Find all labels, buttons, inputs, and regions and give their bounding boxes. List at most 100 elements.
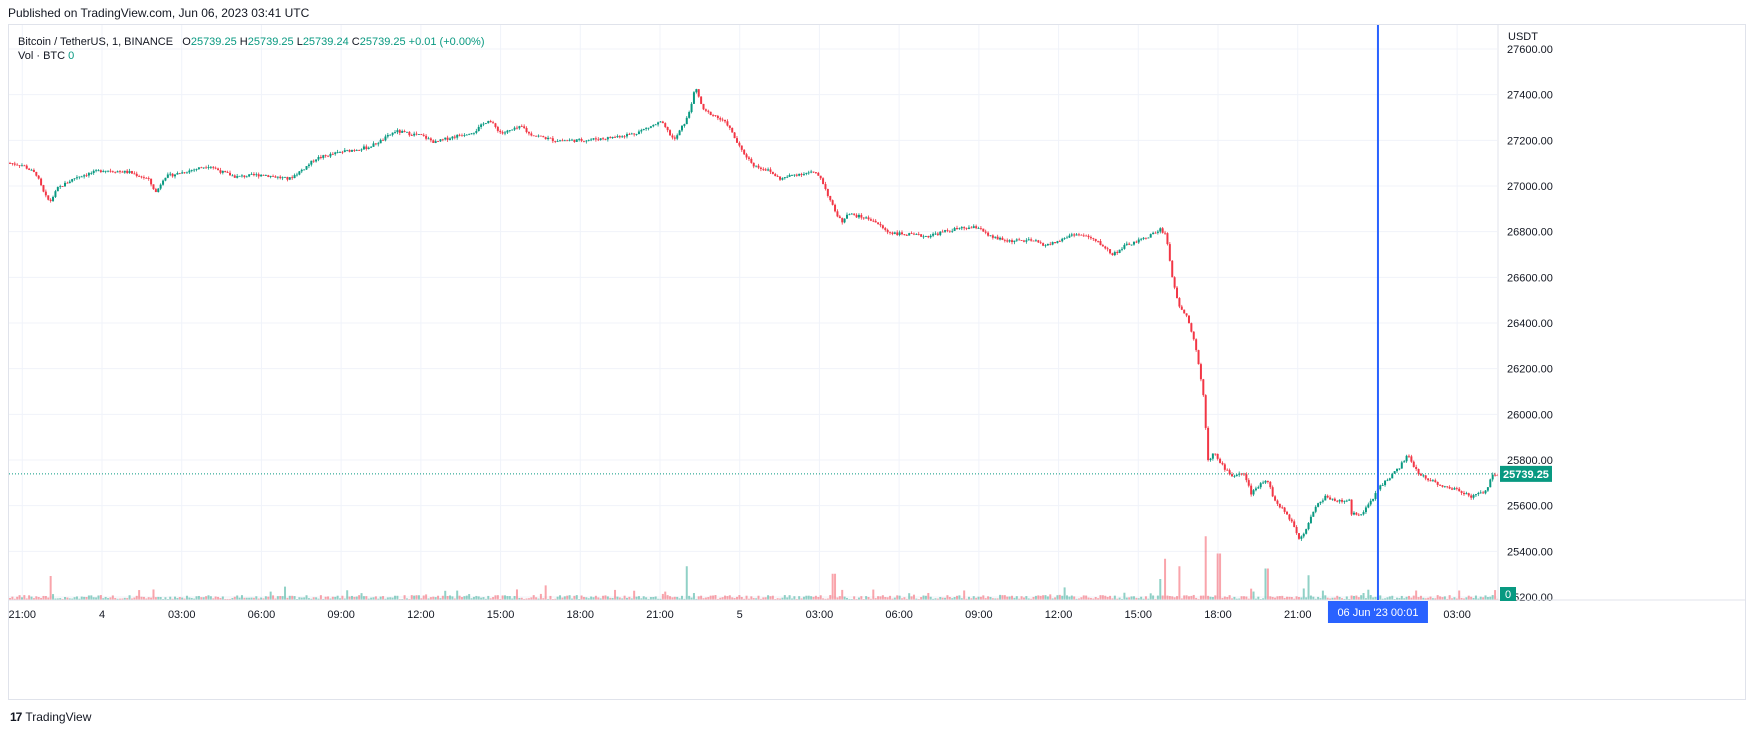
- volume-bar: [963, 590, 966, 600]
- volume-bar: [747, 598, 750, 600]
- chart-frame[interactable]: [8, 24, 1746, 700]
- candle-body: [920, 234, 923, 237]
- volume-bar: [1431, 598, 1434, 600]
- candle-body: [1221, 462, 1224, 465]
- y-tick-label: 26000.00: [1507, 409, 1553, 421]
- volume-bar: [305, 595, 308, 600]
- candle-body: [597, 139, 600, 141]
- candle-body: [924, 236, 927, 237]
- volume-bar: [111, 595, 114, 600]
- candle-body: [1056, 241, 1059, 244]
- candle-body: [1324, 495, 1327, 501]
- volume-bar: [676, 596, 679, 600]
- candle-body: [1436, 481, 1439, 485]
- volume-bar: [162, 598, 165, 600]
- volume-bar: [413, 595, 416, 600]
- candle-body: [563, 140, 566, 142]
- volume-bar: [1238, 598, 1241, 600]
- volume-bar: [37, 597, 40, 600]
- candle-body: [32, 169, 35, 172]
- volume-bar: [382, 596, 385, 600]
- volume-bar: [451, 596, 454, 600]
- candle-body: [1297, 533, 1300, 539]
- volume-bar: [951, 598, 954, 600]
- symbol-name[interactable]: Bitcoin / TetherUS, 1, BINANCE: [18, 36, 174, 48]
- volume-bar: [1396, 597, 1399, 600]
- volume-bar: [1412, 595, 1415, 600]
- candle-body: [506, 130, 509, 133]
- candle-body: [159, 184, 162, 189]
- y-tick-label: 26800.00: [1507, 227, 1553, 239]
- volume-bar: [1111, 598, 1114, 600]
- candle-body: [1405, 455, 1408, 462]
- volume-bar: [695, 598, 698, 600]
- x-tick-label: 18:00: [1204, 609, 1232, 621]
- volume-bar: [336, 595, 339, 600]
- volume-bar: [1441, 597, 1444, 600]
- volume-bar: [1297, 597, 1300, 600]
- candle-body: [422, 134, 425, 136]
- open-value: 25739.25: [190, 36, 237, 48]
- candle-body: [1121, 248, 1124, 250]
- candle-body: [1427, 478, 1430, 481]
- tradingview-logo[interactable]: 17 TradingView: [10, 710, 91, 724]
- candle-body: [35, 171, 38, 176]
- candle-body: [623, 136, 626, 138]
- candle-body: [288, 177, 291, 180]
- volume-value: 0: [68, 50, 75, 62]
- candle-body: [1154, 232, 1157, 234]
- volume-bar: [425, 594, 428, 600]
- volume-bar: [635, 596, 638, 600]
- volume-bar: [810, 596, 813, 600]
- candle-body: [164, 177, 167, 181]
- volume-bar: [669, 596, 672, 600]
- candle-body: [171, 173, 174, 177]
- volume-bar: [1415, 590, 1418, 600]
- y-tick-label: 25800.00: [1507, 455, 1553, 467]
- candle-body: [1104, 246, 1107, 249]
- volume-bar: [346, 590, 349, 600]
- volume-bar: [685, 566, 688, 600]
- volume-bar: [654, 596, 657, 600]
- volume-bar: [1140, 596, 1143, 600]
- candle-body: [1166, 233, 1169, 245]
- candle-body: [910, 233, 913, 234]
- candle-body: [1137, 239, 1140, 243]
- candle-body: [384, 136, 387, 141]
- candle-body: [946, 230, 949, 232]
- x-tick-label: 09:00: [327, 609, 355, 621]
- candle-body: [513, 127, 516, 130]
- candle-body: [939, 231, 942, 235]
- volume-bar: [874, 598, 877, 600]
- volume-bar: [1046, 596, 1049, 600]
- volume-bar: [1338, 596, 1341, 600]
- candle-body: [1343, 500, 1346, 502]
- volume-bar: [1360, 595, 1363, 600]
- candle-body: [1202, 379, 1205, 396]
- candle-body: [480, 124, 483, 127]
- volume-bar: [99, 595, 102, 600]
- candle-body: [1431, 480, 1434, 482]
- volume-label[interactable]: Vol · BTC: [18, 50, 66, 62]
- candle-body: [492, 122, 495, 124]
- candle-body: [707, 110, 710, 112]
- x-tick-label: 21:00: [646, 609, 674, 621]
- candle-body: [310, 160, 313, 165]
- volume-bar: [90, 595, 93, 600]
- volume-bar: [1417, 597, 1420, 600]
- candle-body: [394, 132, 397, 133]
- volume-bar: [848, 598, 851, 600]
- candle-body: [1001, 237, 1004, 240]
- candle-body: [1226, 469, 1229, 471]
- candle-body: [398, 130, 401, 133]
- volume-bar: [350, 595, 353, 600]
- candle-body: [1329, 497, 1332, 500]
- candle-body: [877, 222, 880, 225]
- volume-bar: [1451, 598, 1454, 600]
- candle-body: [767, 169, 770, 171]
- candle-body: [979, 228, 982, 229]
- candle-body: [1386, 479, 1389, 481]
- volume-bar: [812, 596, 815, 600]
- volume-bar: [193, 598, 196, 600]
